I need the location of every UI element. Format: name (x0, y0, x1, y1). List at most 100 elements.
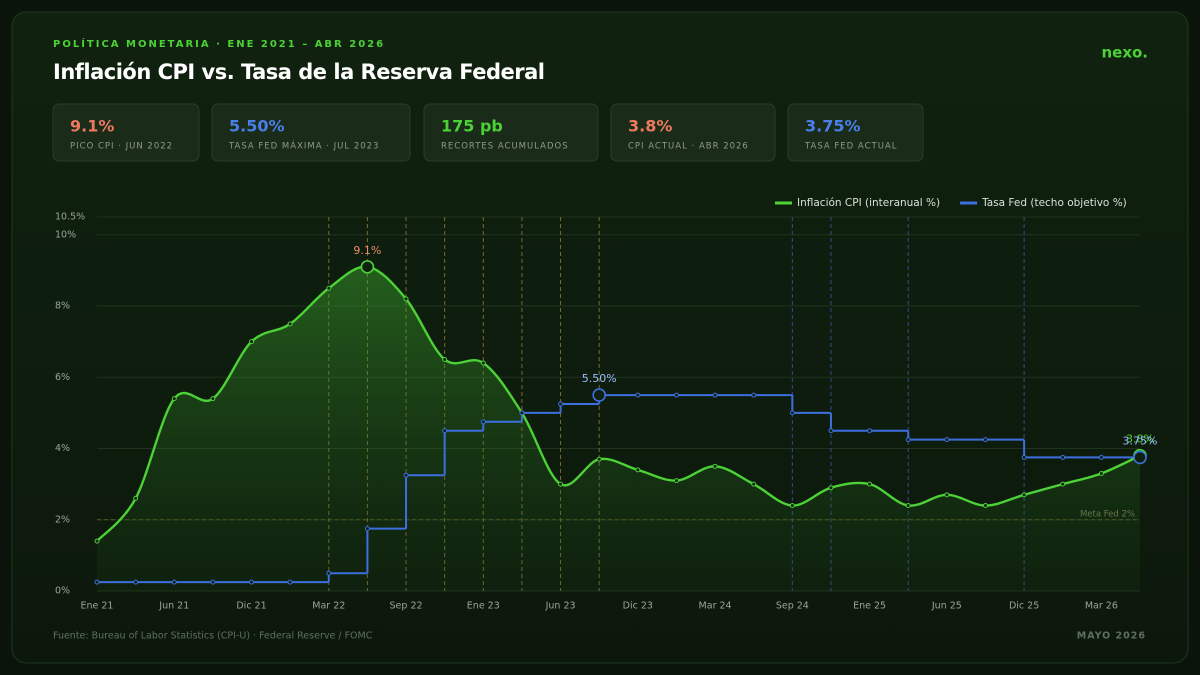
fed-point (789, 410, 795, 416)
value-label: 9.1% (353, 244, 381, 257)
cpi-point (828, 485, 834, 491)
kicker: POLÍTICA MONETARIA · ENE 2021 – ABR 2026 (53, 37, 385, 50)
x-tick-label: Mar 26 (1085, 601, 1118, 612)
y-tick-label: 0% (55, 586, 70, 597)
kpi-value: 5.50% (229, 117, 285, 136)
kpi-card (211, 103, 411, 162)
cpi-point (133, 495, 139, 501)
fed-point (287, 579, 293, 585)
fed-point (326, 570, 332, 576)
value-label: 3.8% (1126, 433, 1154, 446)
cpi-point (712, 463, 718, 469)
fed-point (210, 579, 216, 585)
cpi-point (673, 478, 679, 484)
footer-date: MAYO 2026 (1077, 631, 1146, 642)
fed-point (1098, 454, 1104, 460)
x-tick-label: Ene 23 (467, 601, 500, 612)
y-tick-label: 2% (55, 514, 70, 525)
kpi-value: 9.1% (70, 117, 114, 136)
x-tick-label: Mar 24 (699, 601, 732, 612)
fed-point (558, 401, 564, 407)
y-tick-label: 10.5% (55, 212, 85, 223)
cpi-point (789, 503, 795, 509)
fed-point (635, 392, 641, 398)
fed-point (1060, 454, 1066, 460)
cpi-point (94, 538, 100, 544)
kpi-label: TASA FED ACTUAL (804, 142, 898, 152)
cpi-point (905, 503, 911, 509)
kpi-card (610, 103, 776, 162)
kpi-card (423, 103, 599, 162)
kpi-value: 3.75% (805, 117, 861, 136)
fed-point (403, 472, 409, 478)
legend-label: Inflación CPI (interanual %) (797, 197, 940, 209)
fed-point (442, 428, 448, 434)
fed-point (133, 579, 139, 585)
fed-point (751, 392, 757, 398)
y-tick-label: 10% (55, 229, 76, 240)
fed-point (982, 437, 988, 443)
cpi-point (480, 360, 486, 366)
value-label: 3.75% (1123, 434, 1158, 447)
cpi-point (1060, 481, 1066, 487)
fed-point (249, 579, 255, 585)
kpi-card (787, 103, 924, 162)
kpi-label: PICO CPI · JUN 2022 (70, 142, 173, 152)
cpi-point (596, 456, 602, 462)
kpi-label: RECORTES ACUMULADOS (441, 142, 569, 152)
x-tick-label: Jun 21 (158, 601, 189, 612)
cpi-point (442, 356, 448, 362)
cpi-point (326, 285, 332, 291)
fed-point (905, 437, 911, 443)
fed-point (867, 428, 873, 434)
fed-point (1133, 450, 1147, 465)
kpi-value: 3.8% (628, 117, 672, 136)
cpi-point (360, 260, 375, 274)
cpi-point (403, 296, 409, 302)
x-tick-label: Dic 21 (236, 601, 266, 612)
y-tick-label: 4% (55, 443, 70, 454)
kpi-label: TASA FED MÁXIMA · JUL 2023 (228, 140, 379, 152)
fed-point (712, 392, 718, 398)
y-tick-label: 6% (55, 372, 70, 383)
cpi-point (1098, 470, 1104, 476)
kpi-value: 175 pb (441, 117, 503, 136)
fed-point (673, 392, 679, 398)
fed-point (828, 428, 834, 434)
x-tick-label: Ene 21 (81, 601, 114, 612)
cpi-point (751, 481, 757, 487)
x-tick-label: Dic 23 (623, 601, 653, 612)
fed-point (519, 410, 525, 416)
fed-point (592, 388, 606, 402)
cpi-point (982, 503, 988, 509)
fed-point (171, 579, 177, 585)
fed-point (944, 437, 950, 443)
kpi-label: CPI ACTUAL · ABR 2026 (628, 142, 749, 152)
cpi-point (635, 467, 641, 473)
cpi-point (249, 339, 255, 345)
fed-point (364, 526, 370, 532)
cpi-area (97, 266, 1140, 591)
legend-label: Tasa Fed (techo objetivo %) (981, 197, 1127, 209)
value-label: 5.50% (582, 372, 617, 385)
title: Inflación CPI vs. Tasa de la Reserva Fed… (53, 60, 544, 84)
source: Fuente: Bureau of Labor Statistics (CPI-… (53, 631, 373, 642)
logo: nexo. (1101, 44, 1148, 62)
x-tick-label: Jun 25 (931, 601, 962, 612)
cpi-point (1021, 492, 1027, 498)
x-tick-label: Jun 23 (545, 601, 576, 612)
x-tick-label: Mar 22 (312, 601, 345, 612)
cpi-point (558, 481, 564, 487)
cpi-point (171, 396, 177, 402)
fed-point (1021, 454, 1027, 460)
fed-point (94, 579, 100, 585)
kpi-card (52, 103, 200, 162)
cpi-point (867, 481, 873, 487)
x-tick-label: Sep 22 (390, 601, 423, 612)
x-tick-label: Dic 25 (1009, 601, 1039, 612)
y-tick-label: 8% (55, 301, 70, 312)
cpi-point (944, 492, 950, 498)
x-tick-label: Ene 25 (853, 601, 886, 612)
cpi-point (287, 321, 293, 327)
